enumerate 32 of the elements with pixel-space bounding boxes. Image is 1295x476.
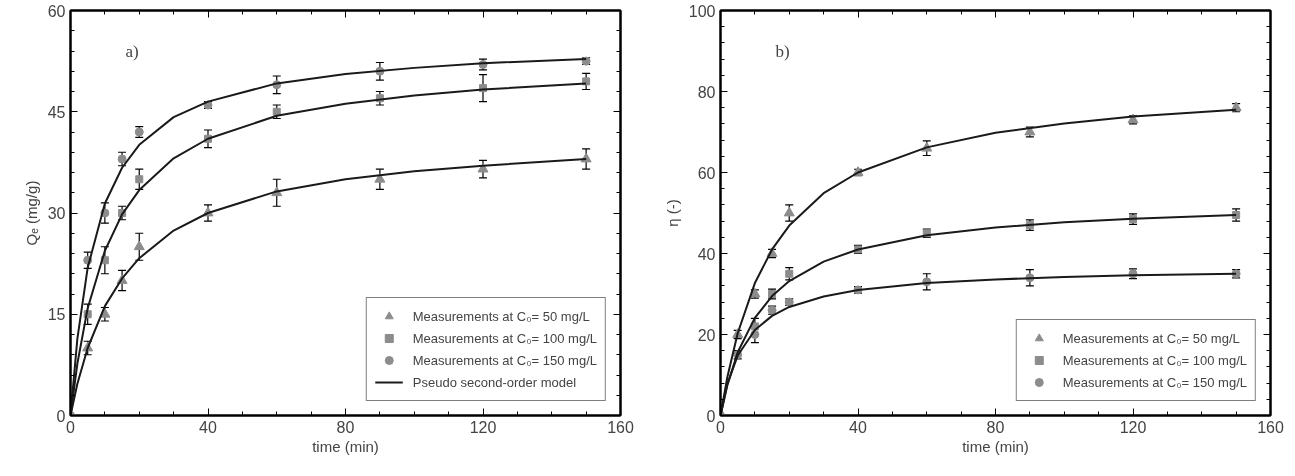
legend-label: Measurements at C₀= 100 mg/L bbox=[1062, 352, 1247, 368]
legend-label: Measurements at C₀= 50 mg/L bbox=[412, 308, 590, 324]
x-tick-label: 80 bbox=[986, 418, 1005, 436]
y-tick-label: 15 bbox=[47, 306, 66, 324]
y-tick-label: 40 bbox=[697, 245, 716, 263]
y-tick-label: 60 bbox=[697, 164, 716, 182]
legend-label: Measurements at C₀= 100 mg/L bbox=[412, 330, 597, 346]
y-tick-label: 0 bbox=[56, 407, 66, 425]
x-tick-label: 120 bbox=[1119, 418, 1147, 436]
y-tick-label: 100 bbox=[688, 2, 716, 20]
x-tick-label: 120 bbox=[469, 418, 497, 436]
y-tick-label: 60 bbox=[47, 2, 66, 20]
x-tick-label: 160 bbox=[607, 418, 634, 436]
x-axis-title: time (min) bbox=[312, 437, 379, 455]
annotation: a) bbox=[125, 41, 139, 61]
annotation: b) bbox=[775, 41, 790, 61]
y-tick-label: 20 bbox=[697, 326, 716, 344]
x-tick-label: 80 bbox=[336, 418, 355, 436]
legend-label: Measurements at C₀= 50 mg/L bbox=[1062, 330, 1240, 346]
y-tick-label: 30 bbox=[47, 205, 66, 222]
y-axis-title: η (-) bbox=[663, 199, 681, 227]
legend-label: Measurements at C₀= 150 mg/L bbox=[1062, 374, 1247, 390]
y-tick-label: 80 bbox=[697, 83, 716, 101]
x-tick-label: 160 bbox=[1257, 418, 1284, 436]
y-tick-label: 0 bbox=[706, 407, 716, 425]
y-axis-title: Qₑ (mg/g) bbox=[22, 180, 40, 246]
legend-label: Measurements at C₀= 150 mg/L bbox=[412, 352, 597, 368]
y-tick-label: 45 bbox=[47, 103, 66, 121]
legend-label: Pseudo second-order model bbox=[412, 374, 577, 390]
x-tick-label: 40 bbox=[849, 418, 867, 436]
x-axis-title: time (min) bbox=[962, 437, 1029, 455]
x-tick-label: 40 bbox=[199, 418, 217, 436]
